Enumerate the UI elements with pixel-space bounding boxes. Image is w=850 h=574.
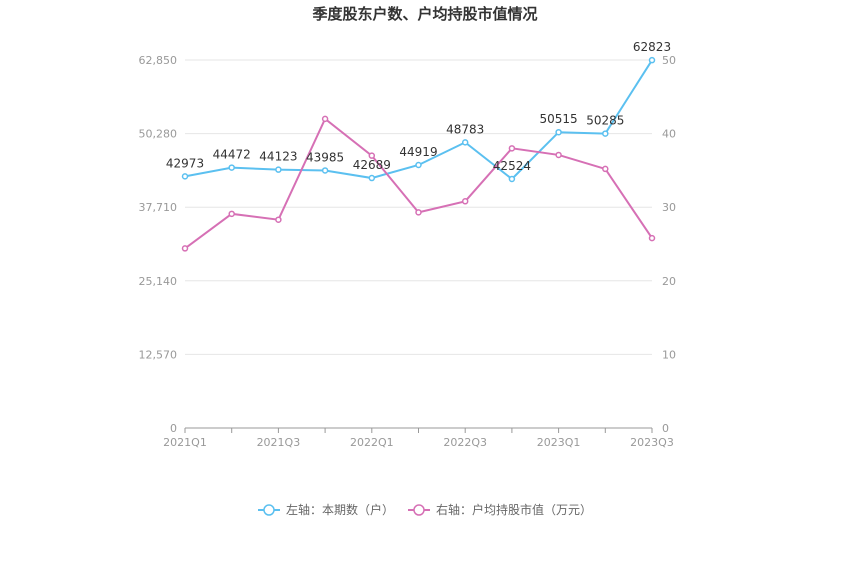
right-tick-label: 20 [662,275,676,288]
data-labels: 42973 44472 44123 43985 42689 44919 48783 42524… [166,40,671,173]
left-tick-label: 25,140 [139,275,178,288]
x-tick-label: 2023Q1 [537,436,581,449]
data-point[interactable] [228,210,235,218]
data-label: 50285 [586,114,624,128]
data-point[interactable] [602,165,609,173]
data-point[interactable] [181,245,189,252]
legend-item-2[interactable]: 右轴：户均持股市值（万元） [408,502,592,517]
data-point[interactable] [648,234,656,242]
legend-label: 右轴：户均持股市值（万元） [436,502,592,517]
data-point[interactable] [602,130,609,137]
data-label: 44123 [259,150,297,164]
left-tick-label: 50,280 [139,128,178,141]
left-tick-label: 12,570 [139,348,178,361]
data-label: 50515 [540,112,578,126]
data-point[interactable] [508,145,516,152]
data-point[interactable] [321,115,329,123]
data-point[interactable] [321,167,329,174]
data-point[interactable] [415,209,422,216]
legend[interactable]: 左轴：本期数（户） 右轴：户均持股市值（万元） [258,502,592,517]
right-tick-label: 50 [662,54,676,67]
data-point[interactable] [275,166,282,173]
series-line-2 [184,117,653,250]
data-label: 42689 [353,158,391,172]
x-tick-label: 2022Q1 [350,436,394,449]
data-label: 48783 [446,122,484,136]
data-label: 42524 [493,159,531,173]
right-tick-label: 0 [662,422,669,435]
chart-title: 季度股东户数、户均持股市值情况 [312,5,537,23]
x-tick-label: 2021Q3 [257,436,301,449]
legend-marker [413,504,425,516]
data-point[interactable] [368,152,376,159]
data-point[interactable] [228,164,235,171]
data-point[interactable] [555,151,562,159]
right-axis-ticks: 0 10 20 30 40 50 [662,54,676,435]
left-tick-label: 37,710 [139,201,178,214]
data-point[interactable] [648,56,656,64]
data-point[interactable] [508,175,516,183]
data-point[interactable] [368,174,376,182]
data-point[interactable] [415,161,422,169]
data-point[interactable] [461,198,469,205]
legend-label: 左轴：本期数（户） [286,502,394,517]
left-tick-label: 62,850 [139,54,178,67]
right-tick-label: 40 [662,128,676,141]
data-label: 42973 [166,156,204,170]
left-tick-label: 0 [170,422,177,435]
grid-lines [185,59,652,355]
data-point[interactable] [555,128,562,136]
x-tick-label: 2022Q3 [443,436,487,449]
data-point[interactable] [461,139,469,146]
data-label: 44472 [213,148,251,162]
right-tick-label: 10 [662,348,676,361]
legend-item-1[interactable]: 左轴：本期数（户） [258,502,394,517]
x-axis-ticks: 2021Q1 2021Q3 2022Q1 2022Q3 2023Q1 2023Q3 [163,428,674,449]
x-tick-label: 2023Q3 [630,436,674,449]
right-tick-label: 30 [662,201,676,214]
data-label: 43985 [306,150,344,164]
x-tick-label: 2021Q1 [163,436,207,449]
data-points [181,56,656,252]
data-label: 44919 [399,145,437,159]
data-point[interactable] [181,173,189,180]
left-axis-ticks: 0 12,570 25,140 37,710 50,280 62,850 [139,54,178,435]
legend-marker [263,504,275,516]
data-point[interactable] [275,216,282,223]
data-label: 62823 [633,40,671,54]
